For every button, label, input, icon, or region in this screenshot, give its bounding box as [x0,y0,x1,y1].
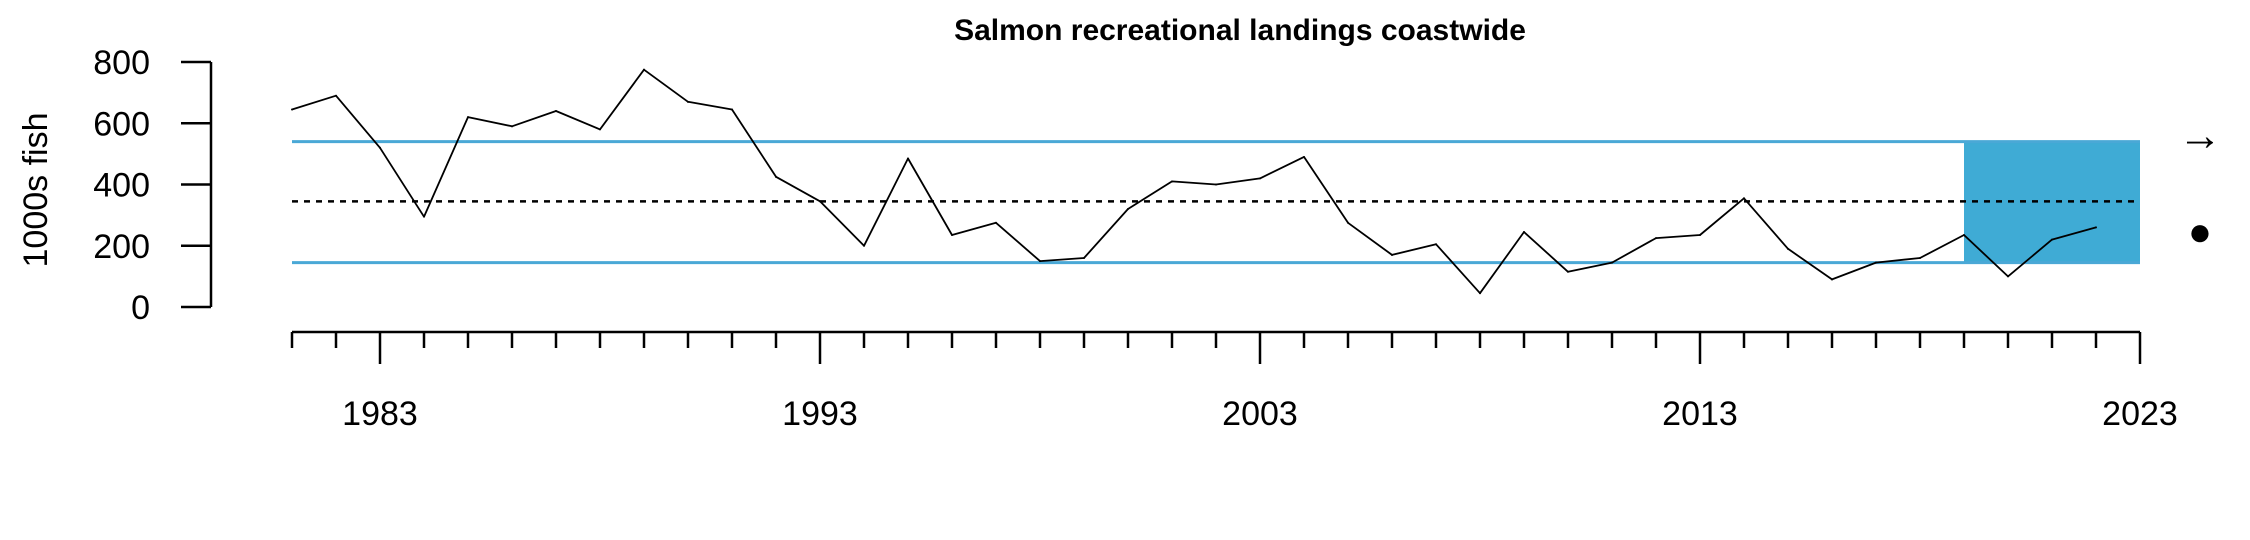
data-point [1127,208,1129,210]
data-point [1171,180,1173,183]
data-point [1435,243,1437,246]
data-point [1303,155,1305,158]
data-point [2095,226,2097,229]
y-tick-label: 200 [93,228,150,266]
data-point [1963,234,1965,237]
data-point [1347,221,1349,224]
data-point [379,146,381,149]
data-point [335,94,337,97]
data-point [1655,237,1657,240]
x-tick-label: 1993 [782,395,858,433]
data-point [555,110,557,112]
x-tick-label: 1983 [342,395,418,433]
data-point [1523,230,1525,233]
data-point [1567,270,1569,273]
x-tick-label: 2023 [2102,395,2178,433]
y-tick-label: 800 [93,44,150,82]
data-point [1083,257,1085,259]
data-point [863,244,865,247]
data-point [1259,177,1261,180]
y-tick-label: 600 [93,105,150,143]
y-axis-label: 1000s fish [17,113,55,268]
data-point [643,68,645,71]
data-point [951,234,953,237]
data-point [291,108,293,111]
data-point [1391,253,1393,256]
data-point [511,125,513,128]
series-line [291,68,2097,295]
data-point [599,128,601,131]
x-tick-label: 2013 [1662,395,1738,433]
data-point [1831,278,1833,281]
data-point [1699,234,1701,237]
recent-years-highlight [1964,141,2140,263]
data-point [467,116,469,119]
chart-title: Salmon recreational landings coastwide [954,14,1526,47]
x-axis: 1983 1993 2003 2013 2023 [290,330,2178,433]
data-point [1039,260,1041,263]
data-point [775,175,777,178]
data-point [423,215,425,218]
data-point [1875,261,1877,264]
data-point [1919,257,1921,259]
data-point [1787,247,1789,250]
data-point [907,157,909,160]
data-point [1215,183,1217,186]
mean-dot-icon: ● [2188,210,2212,254]
data-point [2007,275,2009,278]
trend-arrow-icon: → [2178,111,2222,160]
data-point [731,108,733,111]
data-point [1611,261,1613,264]
x-tick-label: 2003 [1222,395,1298,433]
y-axis: 0 200 400 600 800 [93,44,213,327]
y-tick-label: 0 [131,289,150,327]
data-point [687,100,689,103]
data-point [1743,197,1745,200]
data-point [1479,292,1481,295]
y-tick-label: 400 [93,167,150,205]
data-point [995,221,997,224]
data-point [2051,238,2053,241]
data-point [819,200,821,203]
